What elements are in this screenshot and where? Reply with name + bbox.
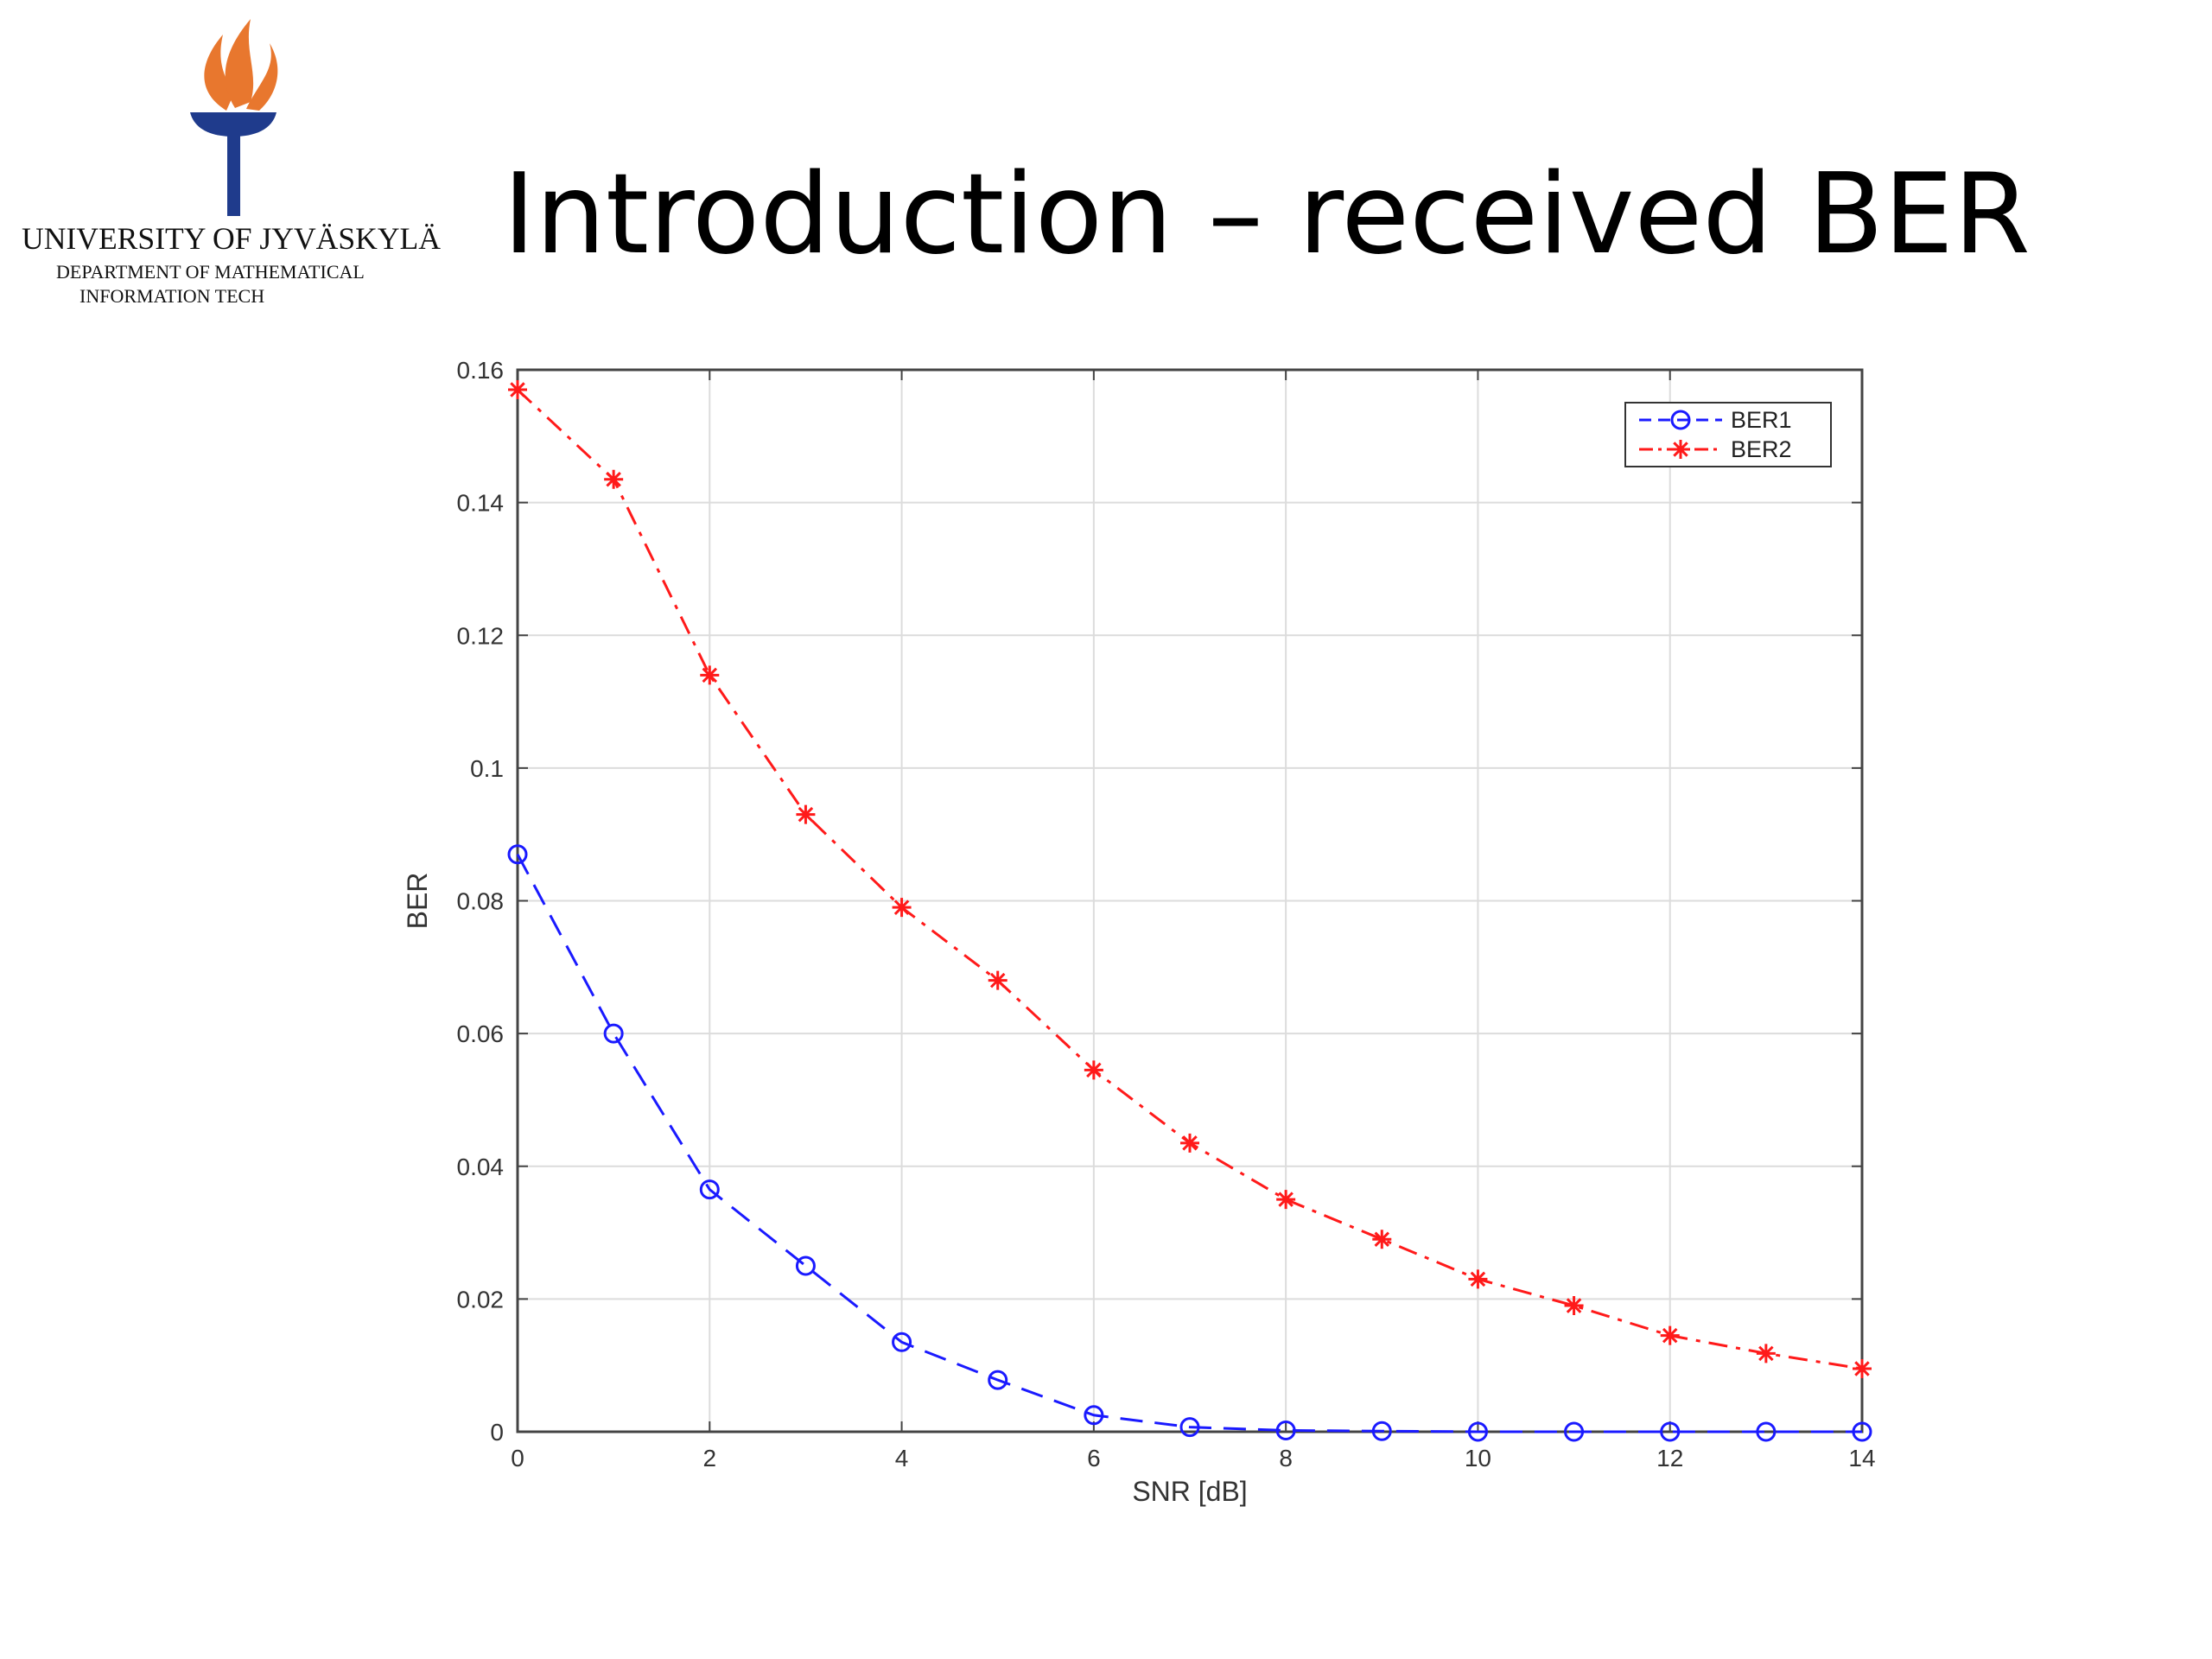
marker bbox=[1371, 1421, 1392, 1441]
legend-label: BER1 bbox=[1731, 407, 1792, 433]
plot-border bbox=[516, 368, 1864, 1433]
university-name: UNIVERSITY OF JYVÄSKYLÄ bbox=[22, 221, 441, 256]
marker bbox=[1660, 1325, 1680, 1345]
marker bbox=[1179, 1417, 1200, 1438]
marker bbox=[1660, 1421, 1681, 1442]
x-tick-label: 12 bbox=[1656, 1445, 1683, 1471]
x-tick-label: 4 bbox=[895, 1445, 909, 1471]
y-tick-label: 0.14 bbox=[457, 490, 505, 517]
y-tick-label: 0.04 bbox=[457, 1154, 505, 1180]
marker bbox=[1564, 1296, 1584, 1316]
y-tick-label: 0.02 bbox=[457, 1286, 505, 1313]
x-tick-label: 10 bbox=[1465, 1445, 1491, 1471]
marker bbox=[1276, 1190, 1296, 1210]
marker bbox=[1756, 1421, 1777, 1442]
marker bbox=[604, 469, 624, 489]
marker bbox=[988, 1370, 1008, 1390]
y-axis-label: BER bbox=[402, 873, 433, 930]
marker bbox=[1671, 440, 1690, 459]
torch-stem bbox=[227, 134, 240, 216]
marker bbox=[1084, 1405, 1104, 1426]
series-line bbox=[516, 854, 1862, 1433]
y-tick-label: 0.08 bbox=[457, 888, 505, 915]
torch-cup bbox=[190, 112, 276, 137]
x-tick-label: 14 bbox=[1848, 1445, 1875, 1471]
marker bbox=[1852, 1421, 1872, 1442]
department: DEPARTMENT OF MATHEMATICAL bbox=[56, 261, 365, 283]
marker bbox=[1468, 1269, 1488, 1289]
flame bbox=[246, 43, 278, 111]
x-tick-label: 8 bbox=[1279, 1445, 1293, 1471]
x-tick-label: 0 bbox=[511, 1445, 524, 1471]
y-tick-label: 0.16 bbox=[457, 357, 505, 384]
flame bbox=[225, 19, 254, 108]
marker bbox=[507, 844, 528, 865]
slide-title: Introduction – received BER bbox=[503, 150, 2031, 279]
marker bbox=[1670, 410, 1691, 430]
x-tick-label: 6 bbox=[1087, 1445, 1101, 1471]
marker bbox=[1467, 1421, 1488, 1442]
marker bbox=[892, 1332, 912, 1352]
marker bbox=[1180, 1133, 1199, 1153]
marker bbox=[508, 380, 527, 400]
marker bbox=[603, 1023, 624, 1044]
marker bbox=[1853, 1359, 1872, 1379]
y-tick-label: 0.1 bbox=[470, 755, 504, 782]
legend-label: BER2 bbox=[1731, 436, 1792, 462]
marker bbox=[796, 804, 816, 824]
marker bbox=[1756, 1344, 1776, 1363]
x-tick-label: 2 bbox=[702, 1445, 716, 1471]
legend-box bbox=[1624, 402, 1832, 467]
marker bbox=[699, 1179, 720, 1200]
marker bbox=[988, 970, 1007, 990]
y-tick-label: 0.12 bbox=[457, 622, 505, 649]
marker bbox=[1084, 1060, 1103, 1080]
x-axis-label: SNR [dB] bbox=[1132, 1476, 1247, 1507]
flame bbox=[204, 35, 233, 111]
marker bbox=[700, 665, 720, 685]
marker bbox=[1564, 1421, 1585, 1442]
department: INFORMATION TECH bbox=[79, 285, 264, 307]
marker bbox=[892, 898, 912, 918]
marker bbox=[1275, 1420, 1296, 1440]
legend: BER1 BER2 bbox=[1624, 402, 1832, 467]
logo: UNIVERSITY OF JYVÄSKYLÄ DEPARTMENT OF MA… bbox=[22, 19, 441, 307]
y-tick-label: 0 bbox=[490, 1419, 504, 1446]
y-tick-label: 0.06 bbox=[457, 1020, 505, 1047]
marker bbox=[795, 1255, 816, 1276]
marker bbox=[1372, 1230, 1392, 1249]
chart: 0 0.02 0.04 0.06 0.08 0.1 0.12 0.14 0.16 0 2 4 6 8 10 1… bbox=[402, 357, 1876, 1507]
